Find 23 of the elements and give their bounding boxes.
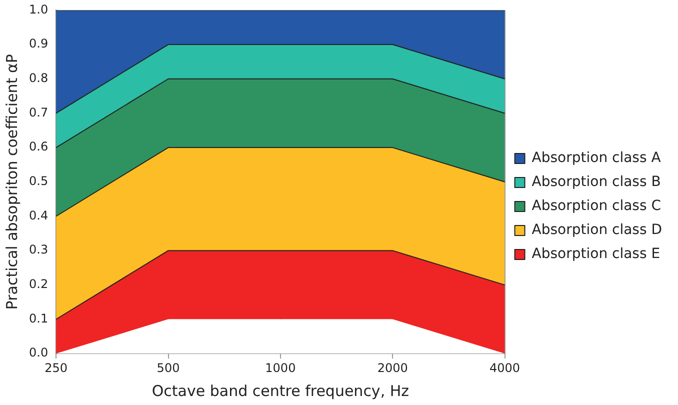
- y-tick-label: 0.2: [28, 277, 48, 292]
- legend-label: Absorption class B: [532, 174, 661, 190]
- x-tick-label: 2000: [377, 360, 408, 375]
- x-tick-label: 500: [156, 360, 180, 375]
- y-tick-label: 0.8: [28, 71, 48, 86]
- y-axis-title: Practical absopriton coefficient αP: [2, 54, 21, 310]
- legend-label: Absorption class E: [532, 246, 660, 262]
- y-tick-label: 0.9: [28, 36, 48, 51]
- y-tick-label: 0.0: [28, 346, 48, 360]
- x-tick-label: 1000: [265, 360, 296, 375]
- y-tick-label: 0.4: [28, 208, 48, 222]
- legend-label: Absorption class C: [532, 198, 662, 214]
- x-tick-label: 250: [44, 360, 68, 375]
- y-tick-label: 0.3: [28, 242, 48, 257]
- legend-label: Absorption class A: [532, 150, 662, 166]
- y-tick-label: 0.5: [28, 174, 48, 188]
- x-axis-title: Octave band centre frequency, Hz: [152, 382, 410, 400]
- y-tick-label: 0.7: [28, 105, 48, 120]
- y-tick-label: 1.0: [28, 2, 48, 16]
- x-tick-label: 4000: [490, 360, 520, 375]
- y-tick-label: 0.6: [28, 140, 48, 154]
- y-tick-label: 0.1: [28, 311, 48, 326]
- legend-label: Absorption class D: [532, 222, 662, 238]
